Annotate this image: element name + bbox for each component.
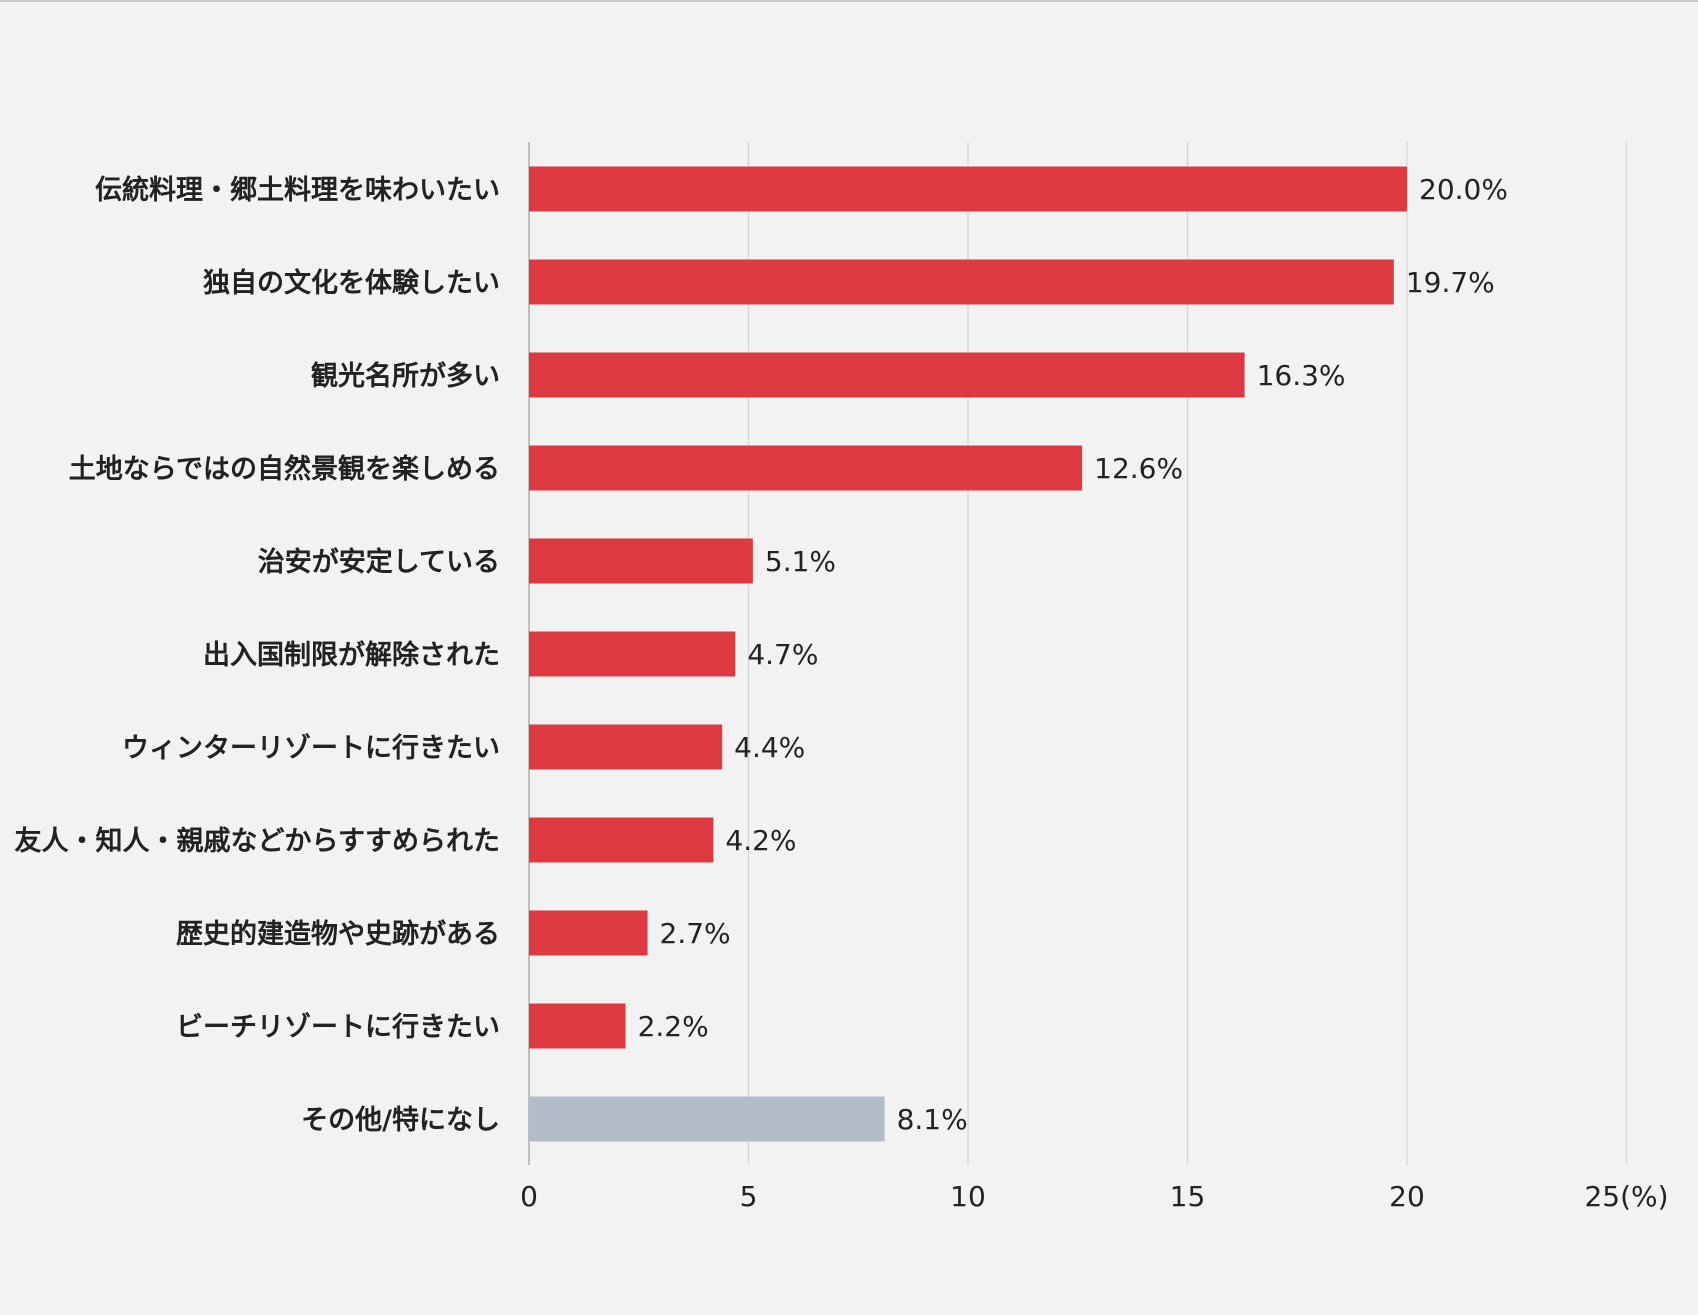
- value-label: 8.1%: [897, 1103, 968, 1136]
- category-label: その他/特になし: [301, 1105, 500, 1136]
- category-label: 観光名所が多い: [311, 360, 500, 392]
- label-layer: 伝統料理・郷土料理を味わいたい 20.0% 独自の文化を体験したい 19.7% 観光名所…: [15, 173, 1508, 1136]
- value-label: 4.7%: [747, 638, 818, 671]
- bar-layer: [529, 166, 1407, 1142]
- bar: [529, 1096, 885, 1142]
- x-tick-label: 15: [1170, 1180, 1206, 1213]
- bar: [529, 352, 1245, 398]
- bar: [529, 538, 753, 584]
- value-label: 20.0%: [1419, 173, 1508, 206]
- bar: [529, 166, 1407, 212]
- value-label: 16.3%: [1257, 359, 1346, 392]
- top-border: [0, 0, 1698, 2]
- value-label: 12.6%: [1094, 452, 1183, 485]
- value-label: 5.1%: [765, 545, 836, 578]
- x-tick-label: 25(%): [1584, 1180, 1668, 1213]
- bar: [529, 445, 1083, 491]
- category-label: 歴史的建造物や史跡がある: [176, 918, 500, 950]
- category-label: 伝統料理・郷土料理を味わいたい: [95, 174, 500, 206]
- grid-layer: [528, 142, 1628, 1165]
- category-label: 出入国制限が解除された: [203, 639, 500, 671]
- x-tick-label: 5: [740, 1180, 758, 1213]
- category-label: ビーチリゾートに行きたい: [176, 1011, 500, 1043]
- category-label: 友人・知人・親戚などからすすめられた: [15, 826, 500, 857]
- x-tick-label: 10: [950, 1180, 986, 1213]
- category-label: ウィンターリゾートに行きたい: [122, 732, 500, 764]
- value-label: 4.2%: [725, 824, 796, 857]
- value-label: 19.7%: [1406, 266, 1495, 299]
- bar: [529, 910, 648, 956]
- value-label: 2.2%: [638, 1010, 709, 1043]
- bar: [529, 817, 714, 863]
- value-label: 2.7%: [660, 917, 731, 950]
- bar: [529, 631, 736, 677]
- bar: [529, 259, 1394, 305]
- category-label: 治安が安定している: [258, 546, 500, 578]
- bar: [529, 1003, 626, 1049]
- category-label: 土地ならではの自然景観を楽しめる: [69, 453, 500, 485]
- x-tick-label: 20: [1389, 1180, 1425, 1213]
- category-label: 独自の文化を体験したい: [203, 267, 500, 299]
- tick-layer: 0 5 10 15 20 25(%): [520, 1180, 1668, 1213]
- bar: [529, 724, 723, 770]
- value-label: 4.4%: [734, 731, 805, 764]
- x-tick-label: 0: [520, 1180, 538, 1213]
